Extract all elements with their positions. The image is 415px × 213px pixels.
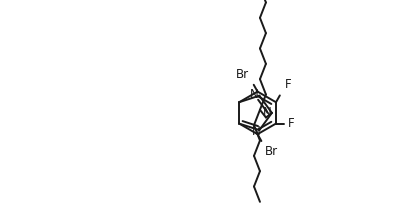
Text: N: N <box>250 88 259 101</box>
Text: N: N <box>263 106 271 119</box>
Text: F: F <box>285 78 291 91</box>
Text: N: N <box>252 125 261 138</box>
Text: F: F <box>288 117 295 130</box>
Text: Br: Br <box>236 68 249 81</box>
Text: Br: Br <box>265 145 278 158</box>
